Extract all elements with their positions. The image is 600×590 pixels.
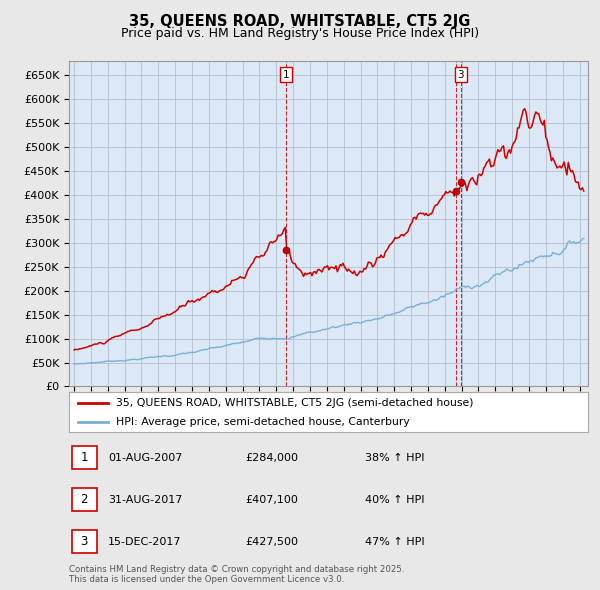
- FancyBboxPatch shape: [71, 530, 97, 553]
- Text: 3: 3: [458, 70, 464, 80]
- Text: £284,000: £284,000: [245, 453, 298, 463]
- Text: 31-AUG-2017: 31-AUG-2017: [108, 495, 182, 504]
- Text: 38% ↑ HPI: 38% ↑ HPI: [365, 453, 424, 463]
- Text: 2: 2: [80, 493, 88, 506]
- Text: 3: 3: [80, 535, 88, 548]
- Text: £427,500: £427,500: [245, 537, 298, 547]
- Text: HPI: Average price, semi-detached house, Canterbury: HPI: Average price, semi-detached house,…: [116, 417, 409, 427]
- Text: 40% ↑ HPI: 40% ↑ HPI: [365, 495, 424, 504]
- Text: 47% ↑ HPI: 47% ↑ HPI: [365, 537, 424, 547]
- FancyBboxPatch shape: [71, 488, 97, 512]
- Text: 15-DEC-2017: 15-DEC-2017: [108, 537, 181, 547]
- Text: Price paid vs. HM Land Registry's House Price Index (HPI): Price paid vs. HM Land Registry's House …: [121, 27, 479, 40]
- Text: 1: 1: [283, 70, 289, 80]
- FancyBboxPatch shape: [71, 446, 97, 469]
- Text: 35, QUEENS ROAD, WHITSTABLE, CT5 2JG (semi-detached house): 35, QUEENS ROAD, WHITSTABLE, CT5 2JG (se…: [116, 398, 473, 408]
- Text: Contains HM Land Registry data © Crown copyright and database right 2025.
This d: Contains HM Land Registry data © Crown c…: [69, 565, 404, 584]
- Text: 35, QUEENS ROAD, WHITSTABLE, CT5 2JG: 35, QUEENS ROAD, WHITSTABLE, CT5 2JG: [130, 14, 470, 29]
- Text: £407,100: £407,100: [245, 495, 298, 504]
- Text: 01-AUG-2007: 01-AUG-2007: [108, 453, 182, 463]
- Text: 1: 1: [80, 451, 88, 464]
